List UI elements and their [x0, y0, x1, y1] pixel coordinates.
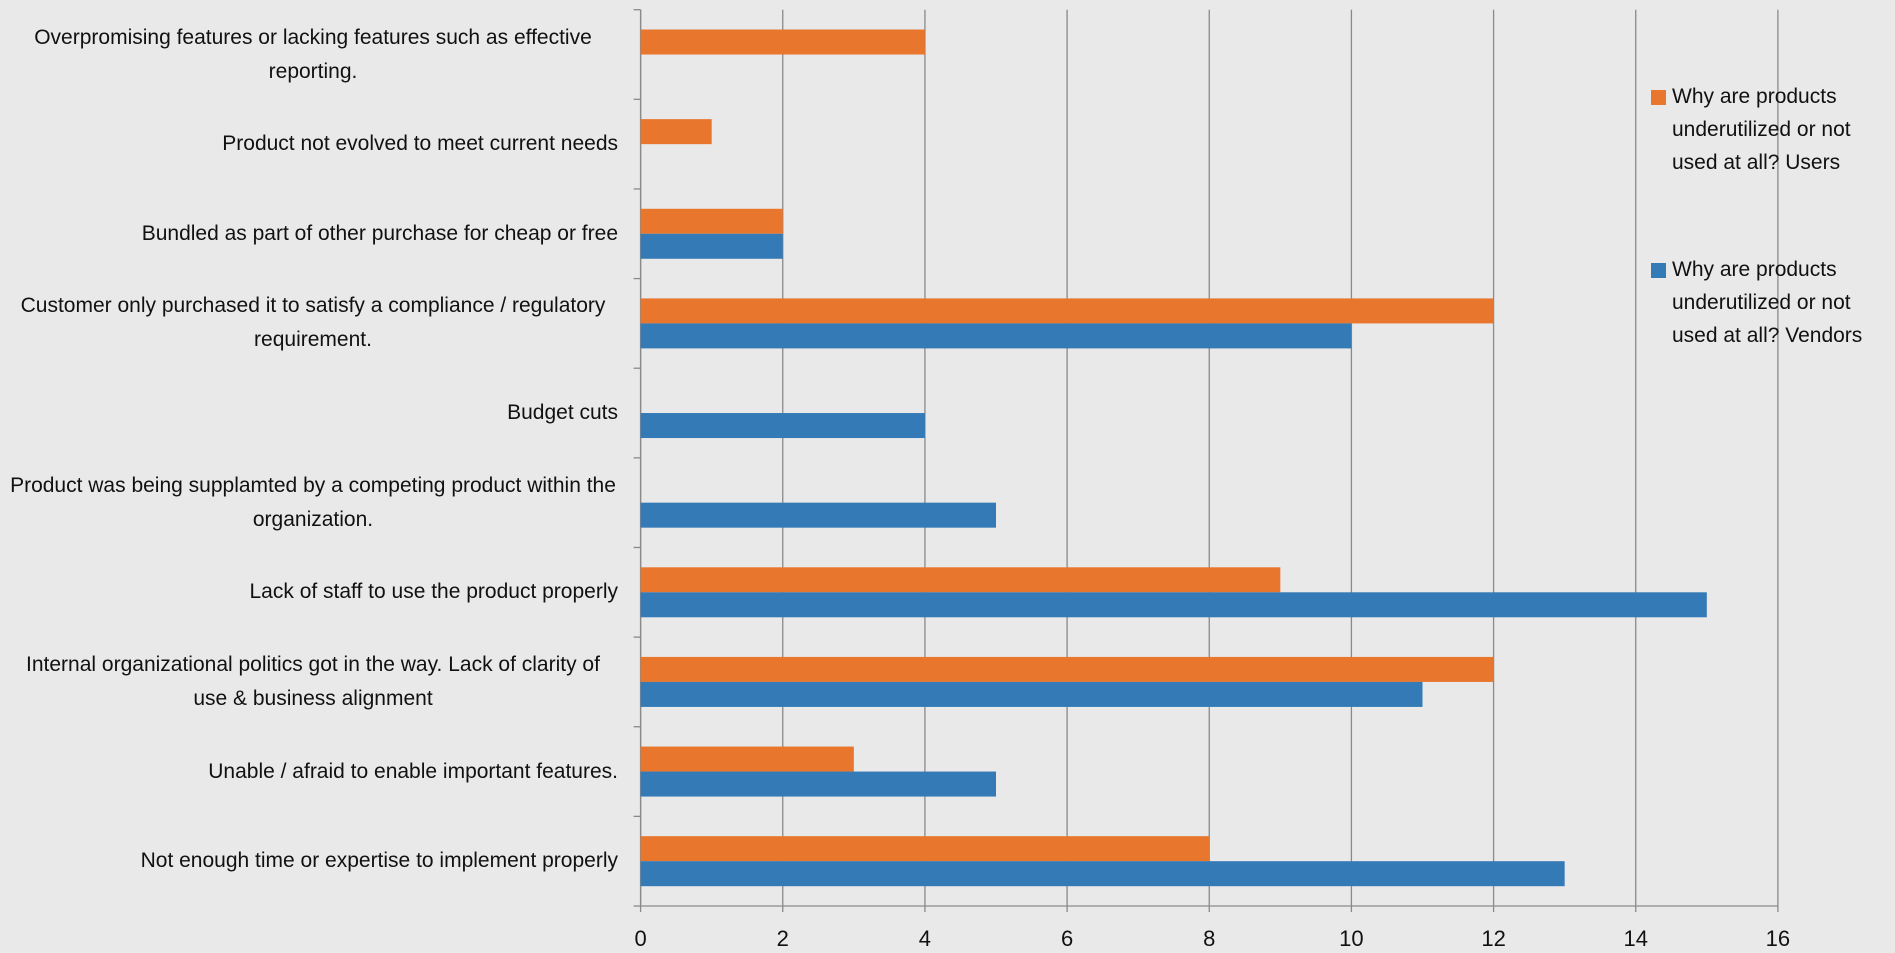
- bar: [640, 771, 997, 797]
- x-tick-label: 4: [919, 926, 931, 951]
- x-tick-label: 16: [1766, 926, 1790, 951]
- category-text: Product not evolved to meet current need…: [222, 132, 618, 156]
- category-text: Overpromising features or lacking featur…: [34, 25, 592, 83]
- category-label: Bundled as part of other purchase for ch…: [0, 217, 618, 251]
- legend: Why are products underutilized or not us…: [1650, 80, 1890, 426]
- legend-label: Why are products underutilized or not us…: [1672, 85, 1851, 174]
- legend-item: Why are products underutilized or not us…: [1650, 80, 1890, 179]
- bar: [640, 836, 1210, 862]
- x-tick-label: 10: [1339, 926, 1363, 951]
- legend-swatch: [1651, 263, 1666, 278]
- category-text: Product was being supplamted by a compet…: [10, 473, 616, 531]
- bar: [640, 298, 1494, 324]
- bar: [640, 119, 712, 145]
- category-label: Not enough time or expertise to implemen…: [0, 844, 618, 878]
- x-tick-label: 6: [1061, 926, 1073, 951]
- category-text: Unable / afraid to enable important feat…: [208, 759, 618, 783]
- category-label: Budget cuts: [0, 396, 618, 430]
- category-text: Budget cuts: [507, 401, 618, 425]
- bar: [640, 681, 1423, 707]
- x-tick-label: 14: [1623, 926, 1647, 951]
- bar: [640, 29, 925, 55]
- legend-label: Why are products underutilized or not us…: [1672, 258, 1863, 347]
- bar: [640, 567, 1281, 593]
- legend-swatch: [1651, 90, 1666, 105]
- bar: [640, 861, 1565, 887]
- bar: [640, 208, 783, 234]
- bar: [640, 656, 1494, 682]
- legend-item: Why are products underutilized or not us…: [1650, 253, 1890, 352]
- category-text: Internal organizational politics got in …: [26, 652, 600, 710]
- category-text: Customer only purchased it to satisfy a …: [20, 294, 606, 352]
- category-text: Not enough time or expertise to implemen…: [140, 849, 618, 873]
- bar: [640, 233, 783, 259]
- bar: [640, 413, 925, 439]
- category-label: Overpromising features or lacking featur…: [0, 21, 618, 89]
- bar: [640, 502, 997, 528]
- category-label: Internal organizational politics got in …: [0, 648, 618, 716]
- x-tick-label: 8: [1203, 926, 1215, 951]
- bar: [640, 323, 1352, 349]
- category-label: Lack of staff to use the product properl…: [0, 575, 619, 609]
- x-tick-label: 12: [1481, 926, 1505, 951]
- bar: [640, 592, 1707, 618]
- x-tick-label: 2: [777, 926, 789, 951]
- category-label: Product was being supplamted by a compet…: [0, 469, 618, 537]
- category-label: Unable / afraid to enable important feat…: [0, 755, 618, 789]
- category-text: Bundled as part of other purchase for ch…: [141, 221, 618, 245]
- category-text: Lack of staff to use the product properl…: [249, 580, 619, 604]
- category-label: Product not evolved to meet current need…: [0, 127, 618, 161]
- bar: [640, 746, 854, 772]
- category-label: Customer only purchased it to satisfy a …: [0, 289, 618, 357]
- x-tick-label: 0: [634, 926, 646, 951]
